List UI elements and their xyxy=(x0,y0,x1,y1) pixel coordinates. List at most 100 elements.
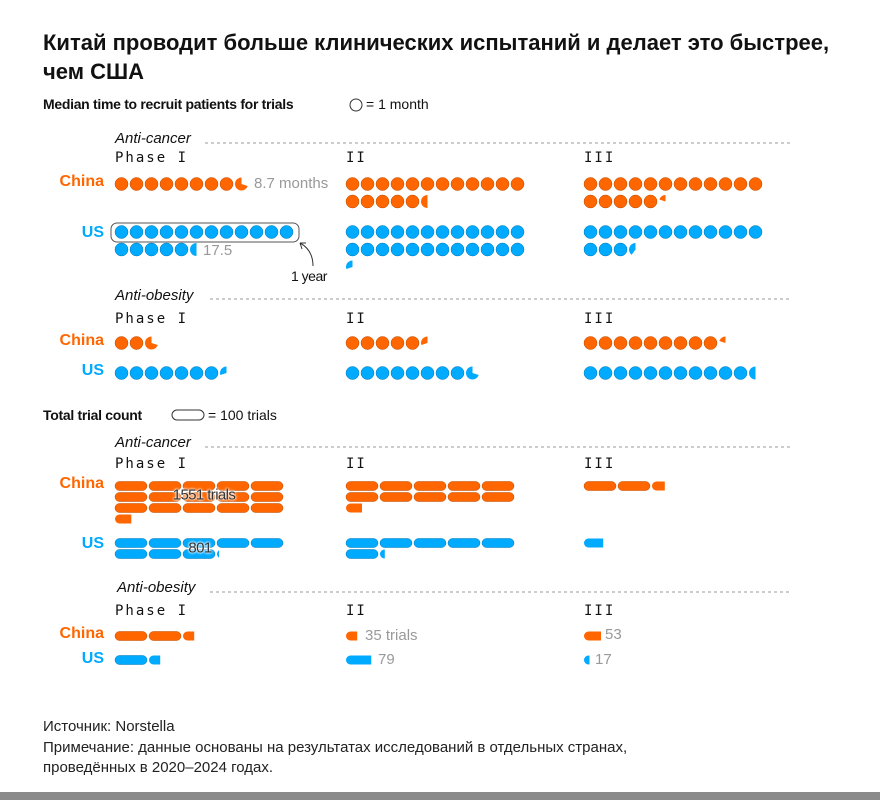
trial-pill xyxy=(182,549,216,559)
month-circle xyxy=(613,177,628,191)
month-circle xyxy=(673,177,688,191)
month-circle xyxy=(688,177,703,191)
trial-pill xyxy=(413,492,447,502)
trial-pill xyxy=(148,503,182,513)
month-circle xyxy=(390,366,405,380)
month-circle xyxy=(643,366,658,380)
partial-month-wedge xyxy=(628,243,636,255)
trial-pill xyxy=(413,481,447,491)
month-circle xyxy=(390,336,405,350)
month-circle xyxy=(628,336,643,350)
trial-pill xyxy=(481,538,515,548)
month-circle xyxy=(144,242,159,257)
page-title: Китай проводит больше клинических испыта… xyxy=(43,30,830,84)
phase-label: II xyxy=(346,311,367,327)
month-circle xyxy=(345,177,360,191)
partial-month-wedge xyxy=(346,260,353,270)
month-circle xyxy=(420,177,435,191)
month-circle xyxy=(360,194,375,209)
month-circle xyxy=(204,366,219,380)
partial-month-wedge xyxy=(465,366,479,380)
month-circle xyxy=(718,366,733,380)
month-circle xyxy=(129,177,144,191)
month-circle xyxy=(688,225,703,239)
country-label-us: US xyxy=(81,650,104,667)
month-circle xyxy=(390,225,405,239)
phase-label: II xyxy=(346,150,367,166)
month-circle xyxy=(598,366,613,380)
month-circle xyxy=(345,242,360,257)
note-text-2: проведённых в 2020–2024 годах. xyxy=(43,759,274,776)
month-circle xyxy=(219,177,234,191)
trial-pill xyxy=(379,492,413,502)
month-circle xyxy=(643,336,658,350)
month-circle xyxy=(628,177,643,191)
trial-pill xyxy=(148,549,182,559)
month-circle xyxy=(279,225,294,239)
month-circle xyxy=(114,336,129,350)
month-circle xyxy=(360,225,375,239)
month-circle xyxy=(114,242,129,257)
month-circle xyxy=(159,366,174,380)
month-circle xyxy=(114,366,129,380)
partial-month-wedge xyxy=(235,177,248,191)
trial-pill xyxy=(148,538,182,548)
annotation-china-cancer-phase1: 1551 trials xyxy=(172,486,236,504)
month-circle xyxy=(658,366,673,380)
month-circle xyxy=(748,225,763,239)
phase-label: III xyxy=(584,311,616,327)
month-circle xyxy=(495,242,510,257)
month-circle xyxy=(234,225,249,239)
month-circle xyxy=(480,177,495,191)
phase-label: III xyxy=(584,150,616,166)
month-circle xyxy=(510,242,525,257)
month-circle xyxy=(375,242,390,257)
month-circle xyxy=(360,366,375,380)
month-circle xyxy=(673,225,688,239)
month-circle xyxy=(628,366,643,380)
note-text: Примечание: данные основаны на результат… xyxy=(43,739,628,756)
month-circle xyxy=(189,177,204,191)
annotation-one-year: 1 year xyxy=(291,268,327,284)
trial-pill xyxy=(182,492,216,502)
one-year-highlight-box xyxy=(110,222,300,243)
month-circle xyxy=(114,225,129,239)
month-circle xyxy=(643,225,658,239)
month-circle xyxy=(480,225,495,239)
month-circle xyxy=(703,225,718,239)
month-circle xyxy=(249,225,264,239)
month-circle xyxy=(583,225,598,239)
month-circle xyxy=(450,177,465,191)
month-circle xyxy=(345,366,360,380)
month-circle xyxy=(748,177,763,191)
trial-pill xyxy=(345,538,379,548)
trial-pill xyxy=(148,481,182,491)
partial-month-wedge xyxy=(145,336,158,350)
month-circle xyxy=(390,177,405,191)
trial-pill xyxy=(114,492,148,502)
month-circle xyxy=(159,242,174,257)
trial-pill xyxy=(345,549,379,559)
trial-pill xyxy=(148,492,182,502)
month-circle xyxy=(129,366,144,380)
month-circle xyxy=(375,225,390,239)
month-circle xyxy=(688,336,703,350)
month-circle xyxy=(435,242,450,257)
month-circle xyxy=(703,336,718,350)
month-circle xyxy=(159,225,174,239)
phase-label: III xyxy=(584,603,616,619)
month-circle xyxy=(264,225,279,239)
phase-label: II xyxy=(346,603,367,619)
month-circle xyxy=(613,366,628,380)
month-circle xyxy=(598,225,613,239)
count-panel-title: Total trial count xyxy=(43,407,142,423)
time-unit-label: = 1 month xyxy=(366,96,429,112)
month-circle xyxy=(204,225,219,239)
month-circle xyxy=(435,177,450,191)
trial-pill xyxy=(250,538,284,548)
annotation-china-obesity-phase2: 35 trials xyxy=(365,627,418,644)
partial-month-wedge xyxy=(190,243,197,256)
month-circle xyxy=(643,177,658,191)
trial-pill xyxy=(413,538,447,548)
partial-month-wedge xyxy=(219,366,227,376)
